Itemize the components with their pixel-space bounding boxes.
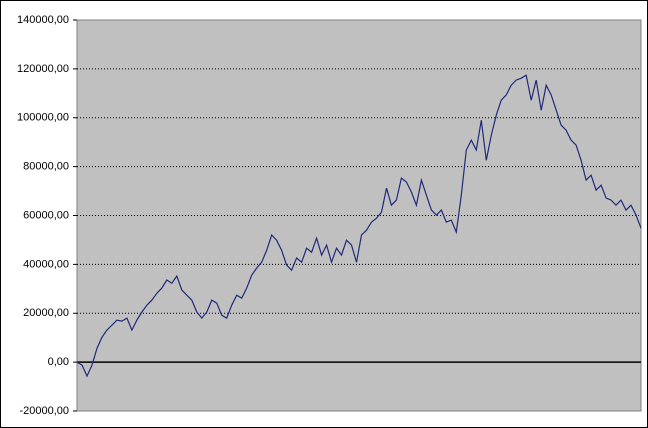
y-tick-label: 40000,00: [23, 258, 69, 270]
y-tick-label: 0,00: [48, 356, 69, 368]
y-tick-label: 20000,00: [23, 307, 69, 319]
y-tick-label: 100000,00: [17, 112, 69, 124]
y-tick-label: -20000,00: [19, 405, 69, 417]
y-tick-label: 140000,00: [17, 14, 69, 26]
data-line: [76, 74, 642, 378]
y-tick-label: 120000,00: [17, 63, 69, 75]
y-tick-label: 60000,00: [23, 209, 69, 221]
y-tick-label: 80000,00: [23, 161, 69, 173]
